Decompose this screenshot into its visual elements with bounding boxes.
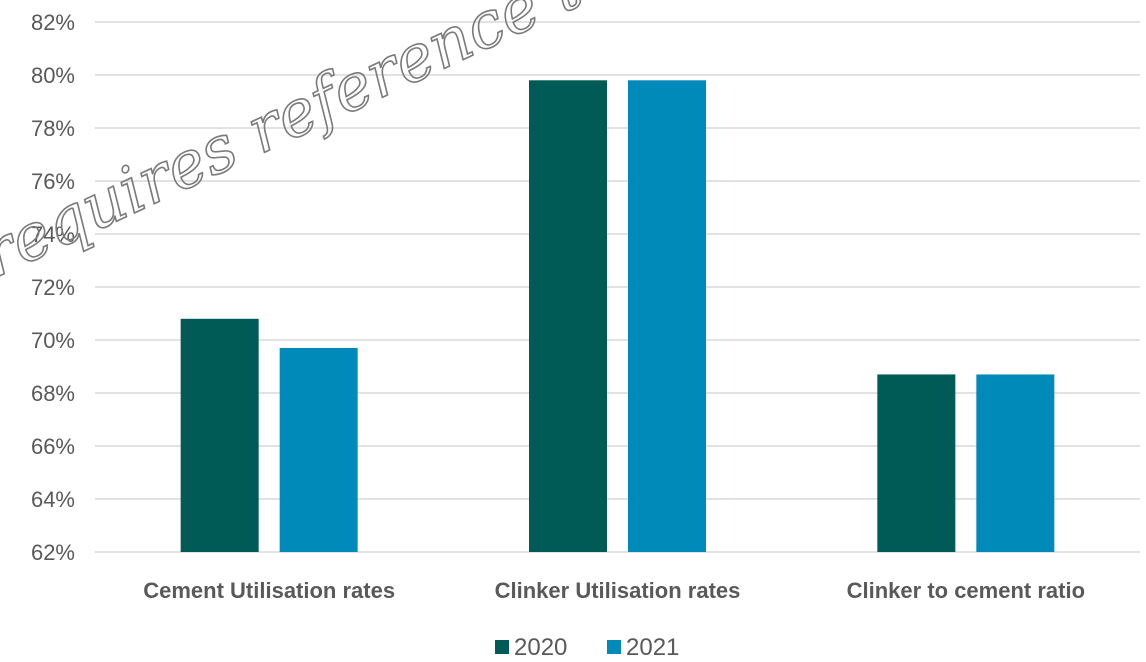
y-tick-label: 80% bbox=[31, 63, 75, 88]
y-axis: 62% 64% 66% 68% 70% 72% 74% 76% 78% 80% 82% bbox=[31, 10, 75, 565]
y-tick-label: 72% bbox=[31, 275, 75, 300]
y-tick-label: 74% bbox=[31, 222, 75, 247]
legend-swatch-2021 bbox=[607, 640, 621, 654]
y-tick-label: 62% bbox=[31, 540, 75, 565]
legend: 2020 2021 bbox=[495, 634, 679, 661]
legend-label-2020: 2020 bbox=[514, 634, 567, 661]
x-category-label: Cement Utilisation rates bbox=[143, 578, 395, 603]
bar-2021-1 bbox=[279, 347, 358, 552]
y-tick-label: 64% bbox=[31, 487, 75, 512]
gridlines bbox=[95, 21, 1140, 553]
bar-2020-1 bbox=[180, 318, 259, 552]
bar-2020-3 bbox=[877, 374, 956, 552]
legend-swatch-2020 bbox=[495, 640, 509, 654]
y-tick-label: 82% bbox=[31, 10, 75, 35]
y-tick-label: 68% bbox=[31, 381, 75, 406]
x-category-label: Clinker to cement ratio bbox=[847, 578, 1085, 603]
y-tick-label: 66% bbox=[31, 434, 75, 459]
y-tick-label: 70% bbox=[31, 328, 75, 353]
y-tick-label: 78% bbox=[31, 116, 75, 141]
bar-2021-3 bbox=[976, 374, 1055, 552]
x-category-label: Clinker Utilisation rates bbox=[495, 578, 741, 603]
bar-2020-2 bbox=[529, 80, 607, 553]
bar-2021-2 bbox=[628, 80, 706, 553]
y-tick-label: 76% bbox=[31, 169, 75, 194]
bars bbox=[180, 80, 1055, 553]
x-axis: Cement Utilisation rates Clinker Utilisat… bbox=[143, 578, 1085, 603]
legend-label-2021: 2021 bbox=[626, 634, 679, 661]
